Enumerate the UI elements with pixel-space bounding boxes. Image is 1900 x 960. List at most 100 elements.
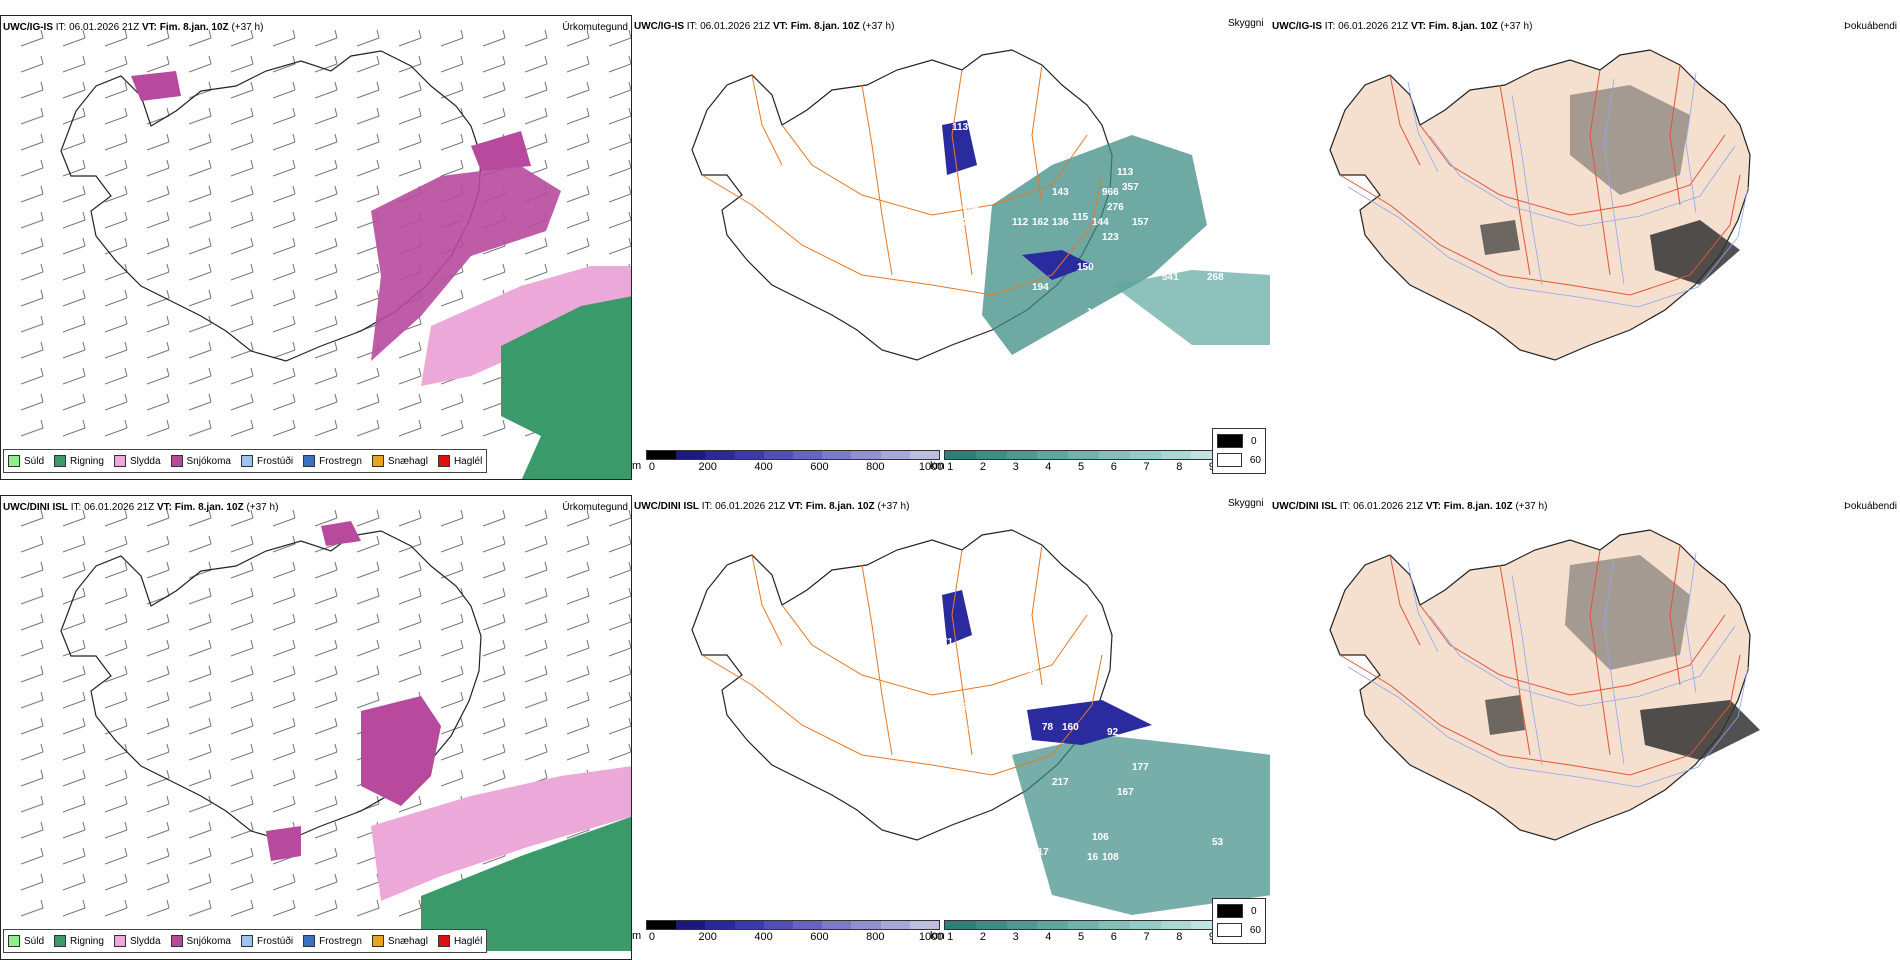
- wind-barb-feather: [166, 159, 170, 169]
- river-line: [1603, 558, 1625, 765]
- colorbar-tick: 5: [1078, 931, 1085, 943]
- wind-barb-feather: [376, 107, 380, 117]
- wind-barb-feather: [208, 821, 212, 831]
- wind-barb-feather: [40, 665, 44, 675]
- wind-barb: [104, 907, 128, 917]
- colorbar-tick: 2: [979, 931, 986, 943]
- wind-barb: [566, 699, 590, 709]
- wind-barb: [146, 427, 170, 437]
- wind-barb-feather: [82, 367, 86, 377]
- wind-barb-feather: [208, 211, 212, 221]
- wind-barb-feather: [418, 133, 422, 143]
- wind-barb: [230, 427, 254, 437]
- wind-barb: [104, 297, 128, 307]
- wind-barb-feather: [544, 107, 548, 117]
- wind-barb-feather: [334, 717, 338, 727]
- wind-barb-feather: [376, 587, 380, 597]
- river-line: [1511, 94, 1543, 286]
- wind-barb: [62, 427, 86, 437]
- river-line: [1603, 78, 1625, 285]
- wind-barb-feather: [124, 665, 128, 675]
- wind-barb-feather: [460, 133, 464, 143]
- wind-barb: [314, 219, 338, 229]
- wind-barb-feather: [166, 419, 170, 429]
- wind-barb: [314, 63, 338, 73]
- wind-barb: [608, 115, 631, 125]
- wind-barb-feather: [586, 81, 590, 91]
- wind-barb: [440, 63, 464, 73]
- wind-barb: [272, 141, 296, 151]
- wind-barb-feather: [250, 341, 254, 351]
- visibility-value-label: 664: [962, 202, 979, 213]
- wind-barb-feather: [376, 81, 380, 91]
- wind-barb-feather: [82, 639, 86, 649]
- visibility-value-label: 53: [1212, 837, 1224, 848]
- wind-barb-feather: [166, 613, 170, 623]
- wind-barb-feather: [208, 289, 212, 299]
- colorbar-tick: 400: [754, 461, 773, 473]
- wind-barb: [20, 699, 44, 709]
- wind-barb: [398, 141, 422, 151]
- river-line: [1685, 72, 1697, 214]
- wind-barb-feather: [82, 55, 86, 65]
- wind-barb: [104, 725, 128, 735]
- wind-barb-feather: [544, 691, 548, 701]
- rain-area: [421, 816, 631, 951]
- wind-barb: [314, 271, 338, 281]
- wind-barb: [188, 855, 212, 865]
- wind-barb: [272, 89, 296, 99]
- colorbar-tick: 6: [1110, 931, 1117, 943]
- wind-barb-feather: [40, 509, 44, 519]
- wind-barb-feather: [544, 29, 548, 39]
- wind-barb-feather: [250, 613, 254, 623]
- colorbar-tick: 2: [979, 461, 986, 473]
- wind-barb-feather: [166, 561, 170, 571]
- wind-barb: [356, 595, 380, 605]
- legend-label: Snjókoma: [186, 455, 231, 467]
- wind-barb-feather: [82, 561, 86, 571]
- precip-legend-item: Snjókoma: [170, 455, 231, 467]
- wind-barb: [524, 595, 548, 605]
- wind-barb: [104, 141, 128, 151]
- wind-barb-feather: [124, 263, 128, 273]
- colorbar-tick: 0: [648, 461, 655, 473]
- legend-swatch: [303, 935, 316, 947]
- iceland-land: [1329, 529, 1751, 841]
- wind-barb-feather: [292, 899, 296, 909]
- wind-barb-feather: [334, 743, 338, 753]
- precip-legend-item: Rigning: [54, 455, 104, 467]
- wind-barb: [20, 621, 44, 631]
- wind-barb-feather: [166, 587, 170, 597]
- wind-barb-feather: [376, 367, 380, 377]
- legend-label: 0: [1251, 905, 1257, 917]
- road-line: [751, 74, 783, 166]
- wind-barb-feather: [40, 639, 44, 649]
- wind-barb-feather: [376, 691, 380, 701]
- wind-barb-feather: [166, 847, 170, 857]
- wind-barb-feather: [40, 535, 44, 545]
- wind-barb: [356, 543, 380, 553]
- wind-barb: [272, 375, 296, 385]
- wind-barb-feather: [334, 847, 338, 857]
- precip-map: [20, 509, 631, 951]
- wind-barb: [356, 89, 380, 99]
- colorbar-tick: 400: [754, 931, 773, 943]
- wind-barb: [230, 193, 254, 203]
- visibility-value-label: 88: [932, 612, 944, 623]
- wind-barb-feather: [166, 29, 170, 39]
- road-network: [701, 64, 1103, 296]
- wind-barb: [188, 375, 212, 385]
- legend-swatch: [170, 455, 183, 467]
- wind-barb: [482, 37, 506, 47]
- wind-barb-feather: [502, 743, 506, 753]
- wind-barb: [20, 323, 44, 333]
- wind-barb-feather: [250, 587, 254, 597]
- legend-label: Slydda: [129, 935, 161, 947]
- wind-barb-feather: [124, 717, 128, 727]
- river-line: [1429, 135, 1736, 227]
- wind-barb: [20, 427, 44, 437]
- wind-barb: [356, 245, 380, 255]
- wind-barb-feather: [166, 509, 170, 519]
- colorbar-unit: m: [632, 460, 642, 472]
- wind-barb: [230, 595, 254, 605]
